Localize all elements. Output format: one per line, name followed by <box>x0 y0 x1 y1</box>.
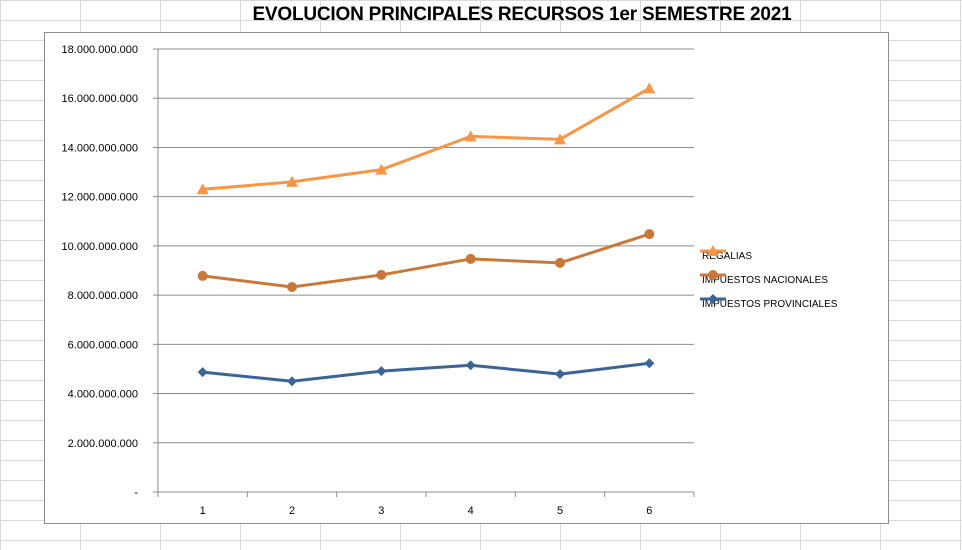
x-tick-label: 2 <box>289 505 295 517</box>
y-tick-label: 18.000.000.000 <box>62 44 138 56</box>
y-tick-label: 4.000.000.000 <box>68 389 138 401</box>
data-point-3 <box>644 358 655 369</box>
data-point-2 <box>197 270 208 281</box>
y-tick-label: 10.000.000.000 <box>62 241 138 253</box>
chart-title: EVOLUCION PRINCIPALES RECURSOS 1er SEMES… <box>252 4 792 25</box>
data-point-1 <box>196 183 209 195</box>
data-point-3 <box>376 366 387 377</box>
series-line-1 <box>202 87 651 191</box>
data-point-3 <box>197 367 208 378</box>
data-point-2 <box>555 257 565 268</box>
series-line-2 <box>202 232 650 289</box>
x-tick-label: 5 <box>557 505 563 517</box>
data-point-1 <box>375 163 388 175</box>
data-point-1 <box>464 130 477 142</box>
data-point-2 <box>644 229 655 240</box>
x-tick-label: 4 <box>468 505 474 517</box>
y-tick-label: 8.000.000.000 <box>68 290 138 302</box>
data-point-2 <box>287 281 297 292</box>
legend-label: IMPUESTOS NACIONALES <box>702 274 828 286</box>
y-tick-label: 12.000.000.000 <box>62 192 138 204</box>
legend-swatch <box>700 270 726 280</box>
data-point-1 <box>643 82 656 94</box>
legend-swatch <box>700 245 726 256</box>
y-tick-label: - <box>134 487 138 499</box>
series-line-3 <box>202 361 650 383</box>
chart-area <box>44 32 889 524</box>
x-tick-label: 1 <box>200 505 206 517</box>
data-point-1 <box>554 133 566 145</box>
data-point-2 <box>465 253 476 264</box>
data-point-1 <box>286 175 298 187</box>
y-tick-label: 14.000.000.000 <box>62 142 138 154</box>
legend-item: IMPUESTOS PROVINCIALES <box>700 292 837 316</box>
data-point-2 <box>376 269 387 280</box>
data-point-3 <box>555 369 565 380</box>
y-tick-label: 6.000.000.000 <box>68 339 138 351</box>
legend-label: IMPUESTOS PROVINCIALES <box>702 298 838 310</box>
x-tick-label: 3 <box>378 505 384 517</box>
data-point-3 <box>465 360 476 371</box>
data-point-3 <box>287 376 297 387</box>
legend: REGALIAS IMPUESTOS NACIONALES IMPUESTOS PR… <box>700 244 837 316</box>
legend-swatch <box>700 294 726 304</box>
x-tick-label: 6 <box>646 505 652 517</box>
legend-item: REGALIAS <box>700 244 837 268</box>
legend-label: REGALIAS <box>702 250 753 262</box>
y-tick-label: 2.000.000.000 <box>68 438 138 450</box>
y-tick-label: 16.000.000.000 <box>62 93 138 105</box>
legend-item: IMPUESTOS NACIONALES <box>700 268 837 292</box>
